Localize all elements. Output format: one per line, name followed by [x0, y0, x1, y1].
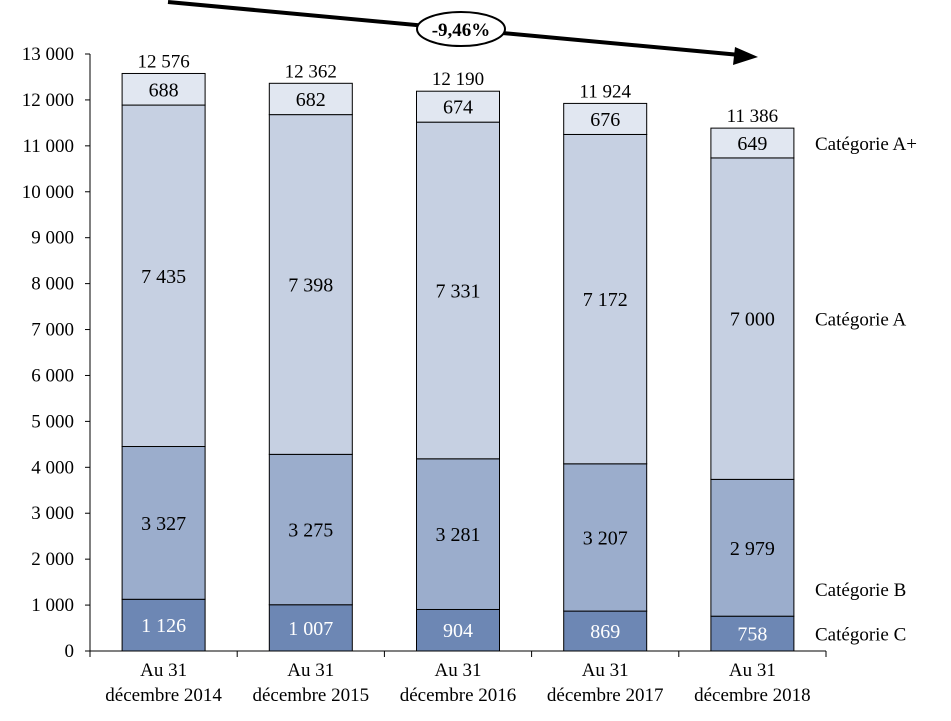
total-label: 12 190 — [432, 69, 484, 90]
data-label: 7 331 — [436, 280, 481, 302]
x-tick-label: Au 31 — [582, 660, 629, 681]
data-label: 688 — [149, 79, 179, 101]
trend-label-ellipse — [416, 11, 506, 47]
y-tick-label: 0 — [65, 641, 75, 662]
data-label: 758 — [737, 624, 767, 646]
data-label: 7 398 — [288, 274, 333, 296]
data-label: 7 435 — [141, 266, 186, 288]
trend-label: -9,46% — [432, 20, 491, 41]
legend-item: Catégorie A — [815, 310, 907, 331]
trend-annotation: -9,46% — [167, 0, 758, 65]
x-tick-label: décembre 2015 — [253, 685, 370, 706]
data-label: 1 007 — [288, 618, 333, 640]
bar-segment — [563, 133, 648, 465]
data-label: 3 207 — [583, 527, 628, 549]
y-tick-label: 12 000 — [22, 90, 74, 111]
y-tick-label: 6 000 — [31, 365, 74, 386]
legend-item: Catégorie C — [815, 625, 906, 646]
data-label: 7 172 — [583, 289, 628, 311]
bar-segment — [710, 615, 795, 652]
data-label: 3 275 — [288, 520, 333, 542]
x-tick-label: Au 31 — [729, 660, 776, 681]
legend-item: Catégorie B — [815, 580, 906, 601]
trend-arrow-head — [733, 47, 758, 65]
bar-segment — [121, 598, 206, 652]
bar-segment — [563, 102, 648, 135]
bars-group: 1 126 3 327 7 435 688 12 576 1 007 3 275 7 398 6… — [121, 51, 795, 652]
bar-segment — [268, 453, 353, 606]
y-tick-label: 1 000 — [31, 595, 74, 616]
bar-segment — [416, 90, 500, 123]
y-tick-label: 3 000 — [31, 503, 74, 524]
bar-segment — [416, 121, 500, 460]
y-tick-label: 9 000 — [31, 228, 74, 249]
data-label: 904 — [443, 620, 473, 642]
x-tick-label: Au 31 — [140, 660, 187, 681]
bar-segment — [268, 114, 353, 455]
total-label: 12 576 — [137, 51, 189, 72]
data-label: 7 000 — [730, 309, 775, 331]
data-label: 1 126 — [141, 615, 186, 637]
legend-group: Catégorie C Catégorie B Catégorie A Catégor… — [815, 134, 917, 646]
total-label: 11 386 — [727, 106, 779, 127]
y-tick-label: 5 000 — [31, 411, 74, 432]
data-label: 682 — [296, 89, 326, 111]
data-label: 3 327 — [141, 513, 186, 535]
data-label: 674 — [443, 97, 473, 119]
bar-segment — [710, 157, 795, 480]
axes-group: Au 31 décembre 2014 Au 31 décembre 2015 Au 3… — [22, 44, 827, 706]
bar-segment — [710, 127, 795, 159]
total-label: 12 362 — [285, 61, 337, 82]
bar-segment — [710, 478, 795, 617]
y-tick-label: 2 000 — [31, 549, 74, 570]
bar-segment — [268, 82, 353, 116]
data-label: 869 — [590, 621, 620, 643]
bar-segment — [416, 458, 500, 610]
total-label: 11 924 — [579, 81, 631, 102]
x-tick-label: décembre 2016 — [400, 685, 517, 706]
x-tick-label: décembre 2018 — [694, 685, 811, 706]
y-tick-label: 10 000 — [22, 182, 74, 203]
data-label: 2 979 — [730, 538, 775, 560]
x-tick-label: décembre 2017 — [547, 685, 664, 706]
y-tick-label: 13 000 — [22, 44, 74, 65]
x-tick-label: Au 31 — [287, 660, 334, 681]
y-tick-label: 7 000 — [31, 320, 74, 341]
bar-segment — [121, 446, 206, 600]
y-tick-label: 4 000 — [31, 457, 74, 478]
data-label: 3 281 — [436, 524, 481, 546]
bar-segment — [121, 72, 206, 106]
x-tick-label: décembre 2014 — [105, 685, 222, 706]
data-label: 676 — [590, 109, 620, 131]
data-label: 649 — [737, 133, 767, 155]
x-tick-label: Au 31 — [435, 660, 482, 681]
legend-item: Catégorie A+ — [815, 134, 917, 155]
y-tick-label: 11 000 — [22, 136, 74, 157]
y-tick-label: 8 000 — [31, 274, 74, 295]
